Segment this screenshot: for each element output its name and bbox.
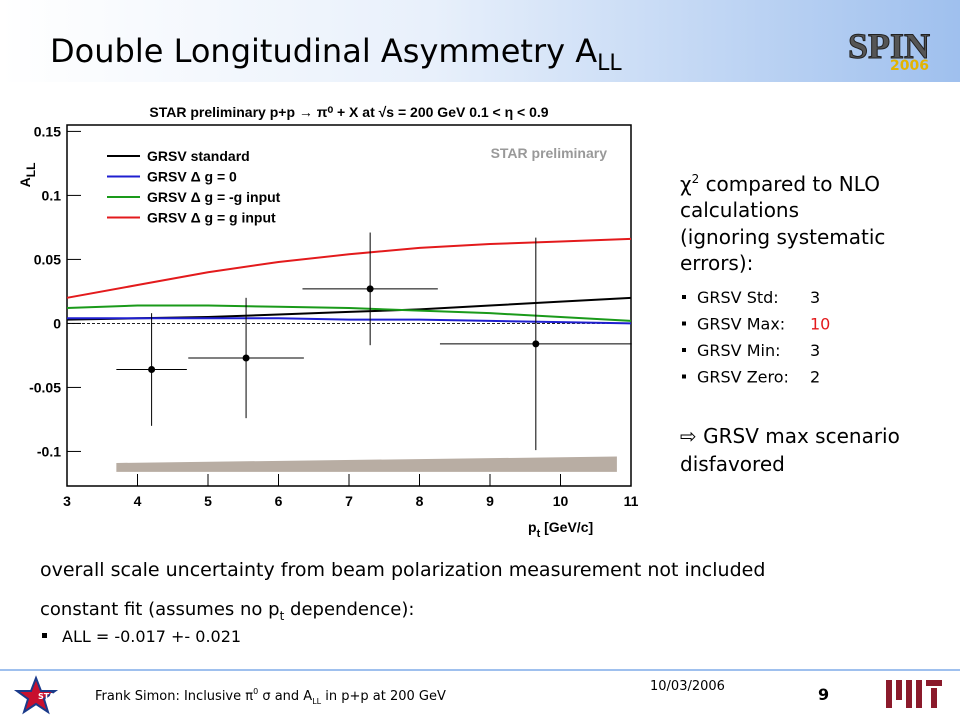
y-label-main: A	[17, 177, 33, 187]
x-label-rest: [GeV/c]	[540, 519, 593, 535]
conclusion-line: GRSV max scenario	[703, 424, 900, 448]
item-label: GRSV Std:	[697, 288, 779, 307]
item-value: 3	[810, 341, 820, 360]
footer-sub: LL	[312, 697, 321, 706]
x-tick-label: 3	[63, 493, 71, 509]
legend-label: GRSV Δ g = -g input	[147, 189, 281, 205]
x-tick-label: 9	[486, 493, 494, 509]
x-tick-label: 4	[134, 493, 142, 509]
legend-label: GRSV Δ g = g input	[147, 210, 276, 226]
side-panel: χ2 compared to NLO calculations (ignorin…	[680, 172, 900, 476]
y-tick-label: 0	[53, 315, 61, 331]
item-label: GRSV Zero:	[697, 368, 789, 387]
item-value: 3	[810, 288, 820, 307]
footer-text: Frank Simon: Inclusive π0 σ and ALL in p…	[95, 687, 446, 706]
annotation: STAR preliminary	[491, 145, 608, 161]
mit-logo	[886, 680, 942, 708]
x-tick-label: 5	[204, 493, 212, 509]
item-value: 2	[810, 368, 820, 387]
x-label-main: p	[528, 519, 537, 535]
chi-sup: 2	[692, 172, 700, 186]
page-number: 9	[818, 685, 829, 704]
item-label: GRSV Min:	[697, 341, 780, 360]
title-sub: LL	[597, 51, 622, 76]
bullet	[682, 321, 686, 326]
footer-sup: 0	[253, 687, 258, 696]
chart: STAR preliminary p+p → π⁰ + X at √s = 20…	[17, 104, 639, 540]
arrow: ⇨	[680, 424, 703, 448]
x-tick-label: 6	[275, 493, 283, 509]
bullet	[682, 374, 686, 379]
star-logo	[13, 675, 59, 715]
data-point	[148, 366, 156, 374]
header-band	[0, 0, 960, 82]
fit-sub: t	[280, 609, 285, 623]
fit-note: constant fit (assumes no pt dependence):	[40, 599, 414, 623]
conclusion-line: disfavored	[680, 452, 785, 476]
panel-line: (ignoring systematic	[680, 225, 885, 249]
fit-part: dependence):	[284, 599, 414, 620]
y-tick-label: 0.05	[34, 251, 61, 267]
panel-line: calculations	[680, 198, 799, 222]
item-label: GRSV Max:	[697, 315, 785, 334]
curve	[66, 237, 632, 299]
conclusion: ⇨ GRSV max scenario	[680, 424, 900, 448]
y-tick-label: 0.1	[42, 187, 62, 203]
panel-line: errors):	[680, 251, 753, 275]
bullet	[682, 348, 686, 352]
x-axis-label: pt [GeV/c]	[528, 519, 593, 540]
footer-date: 10/03/2006	[650, 679, 725, 694]
fit-result: ALL = -0.017 +- 0.021	[62, 627, 241, 646]
legend-label: GRSV Δ g = 0	[147, 169, 237, 185]
legend-label: GRSV standard	[147, 148, 250, 164]
scale-note: overall scale uncertainty from beam pola…	[40, 559, 765, 581]
y-tick-label: -0.1	[37, 443, 61, 459]
data-point	[242, 354, 250, 362]
footer-part: in p+p at 200 GeV	[321, 689, 446, 704]
title-main: Double Longitudinal Asymmetry A	[50, 32, 597, 70]
logo: SPIN	[848, 26, 930, 66]
data-point	[366, 285, 374, 293]
slide-title: Double Longitudinal Asymmetry ALL	[50, 32, 622, 76]
x-tick-label: 10	[553, 493, 569, 509]
data-point	[532, 340, 540, 348]
panel-line: compared to NLO	[706, 172, 880, 196]
bullet	[682, 295, 686, 299]
curve	[66, 304, 632, 322]
curve	[67, 317, 632, 325]
y-label-sub: LL	[24, 163, 38, 178]
chi-heading: χ2 compared to NLO	[680, 172, 880, 196]
item-value: 10	[810, 315, 830, 334]
y-axis-label: ALL	[17, 163, 38, 188]
x-label-sub: t	[537, 528, 541, 540]
logo-year: 2006	[890, 58, 929, 74]
x-tick-label: 7	[345, 493, 353, 509]
x-tick-label: 8	[416, 493, 424, 509]
star-logo-text: STAR	[38, 692, 61, 701]
y-tick-label: 0.15	[34, 123, 61, 139]
footer-part: Frank Simon: Inclusive π	[95, 689, 253, 704]
systematic-band	[116, 456, 617, 472]
chi: χ	[680, 172, 692, 196]
x-tick-label: 11	[624, 493, 639, 509]
fit-part: constant fit (assumes no p	[40, 599, 280, 620]
chart-title: STAR preliminary p+p → π⁰ + X at √s = 20…	[149, 104, 548, 120]
y-tick-label: -0.05	[29, 379, 61, 395]
bullet	[42, 633, 47, 638]
chi-list: GRSV Std: 3 GRSV Max: 10 GRSV Min: 3 GRSV Zero…	[682, 288, 830, 387]
footer-part: σ and A	[258, 689, 312, 704]
